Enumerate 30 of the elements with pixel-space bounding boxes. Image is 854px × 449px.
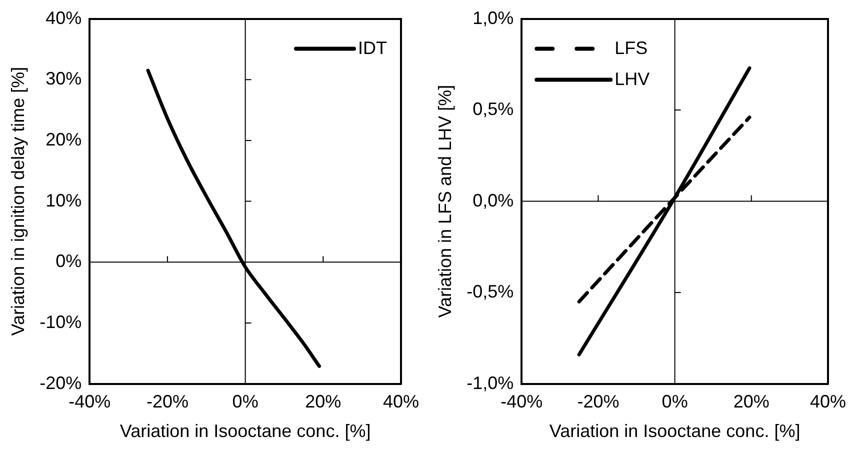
x-tick-label: 40% (382, 392, 419, 412)
y-tick-label: 0,0% (472, 190, 514, 210)
x-tick-label: 0% (662, 392, 688, 412)
x-tick-label: 0% (232, 392, 258, 412)
y-tick-label: 10% (46, 190, 82, 210)
x-axis-title: Variation in Isooctane conc. [%] (549, 421, 800, 442)
x-tick-label: 20% (305, 392, 342, 412)
y-tick-label: -1,0% (466, 372, 514, 393)
legend-label: LFS (614, 38, 648, 58)
y-tick-label: 40% (46, 8, 82, 28)
x-tick-label: -40% (68, 392, 111, 412)
y-tick-label: 0% (56, 251, 82, 272)
y-tick-label: 1,0% (472, 8, 514, 28)
x-tick-label: -20% (577, 392, 620, 412)
y-tick-label: -0,5% (466, 282, 514, 302)
x-tick-label: -40% (500, 392, 543, 412)
legend-label: IDT (358, 38, 387, 58)
y-axis-title: Variation in LFS and LHV [%] (434, 84, 455, 318)
x-axis-title: Variation in Isooctane conc. [%] (120, 421, 371, 442)
x-tick-label: 40% (810, 392, 846, 412)
x-tick-label: 20% (733, 392, 770, 412)
y-tick-label: -10% (40, 312, 82, 332)
y-tick-label: 0,5% (472, 99, 514, 120)
x-tick-label: -20% (146, 392, 188, 412)
line-series (146, 68, 322, 368)
legend-label: LHV (614, 68, 650, 89)
y-tick-label: 30% (46, 68, 82, 89)
y-axis-title: Variation in ignition delay time [%] (8, 66, 28, 336)
y-tick-label: 20% (46, 129, 82, 150)
y-tick-label: -20% (40, 372, 82, 393)
